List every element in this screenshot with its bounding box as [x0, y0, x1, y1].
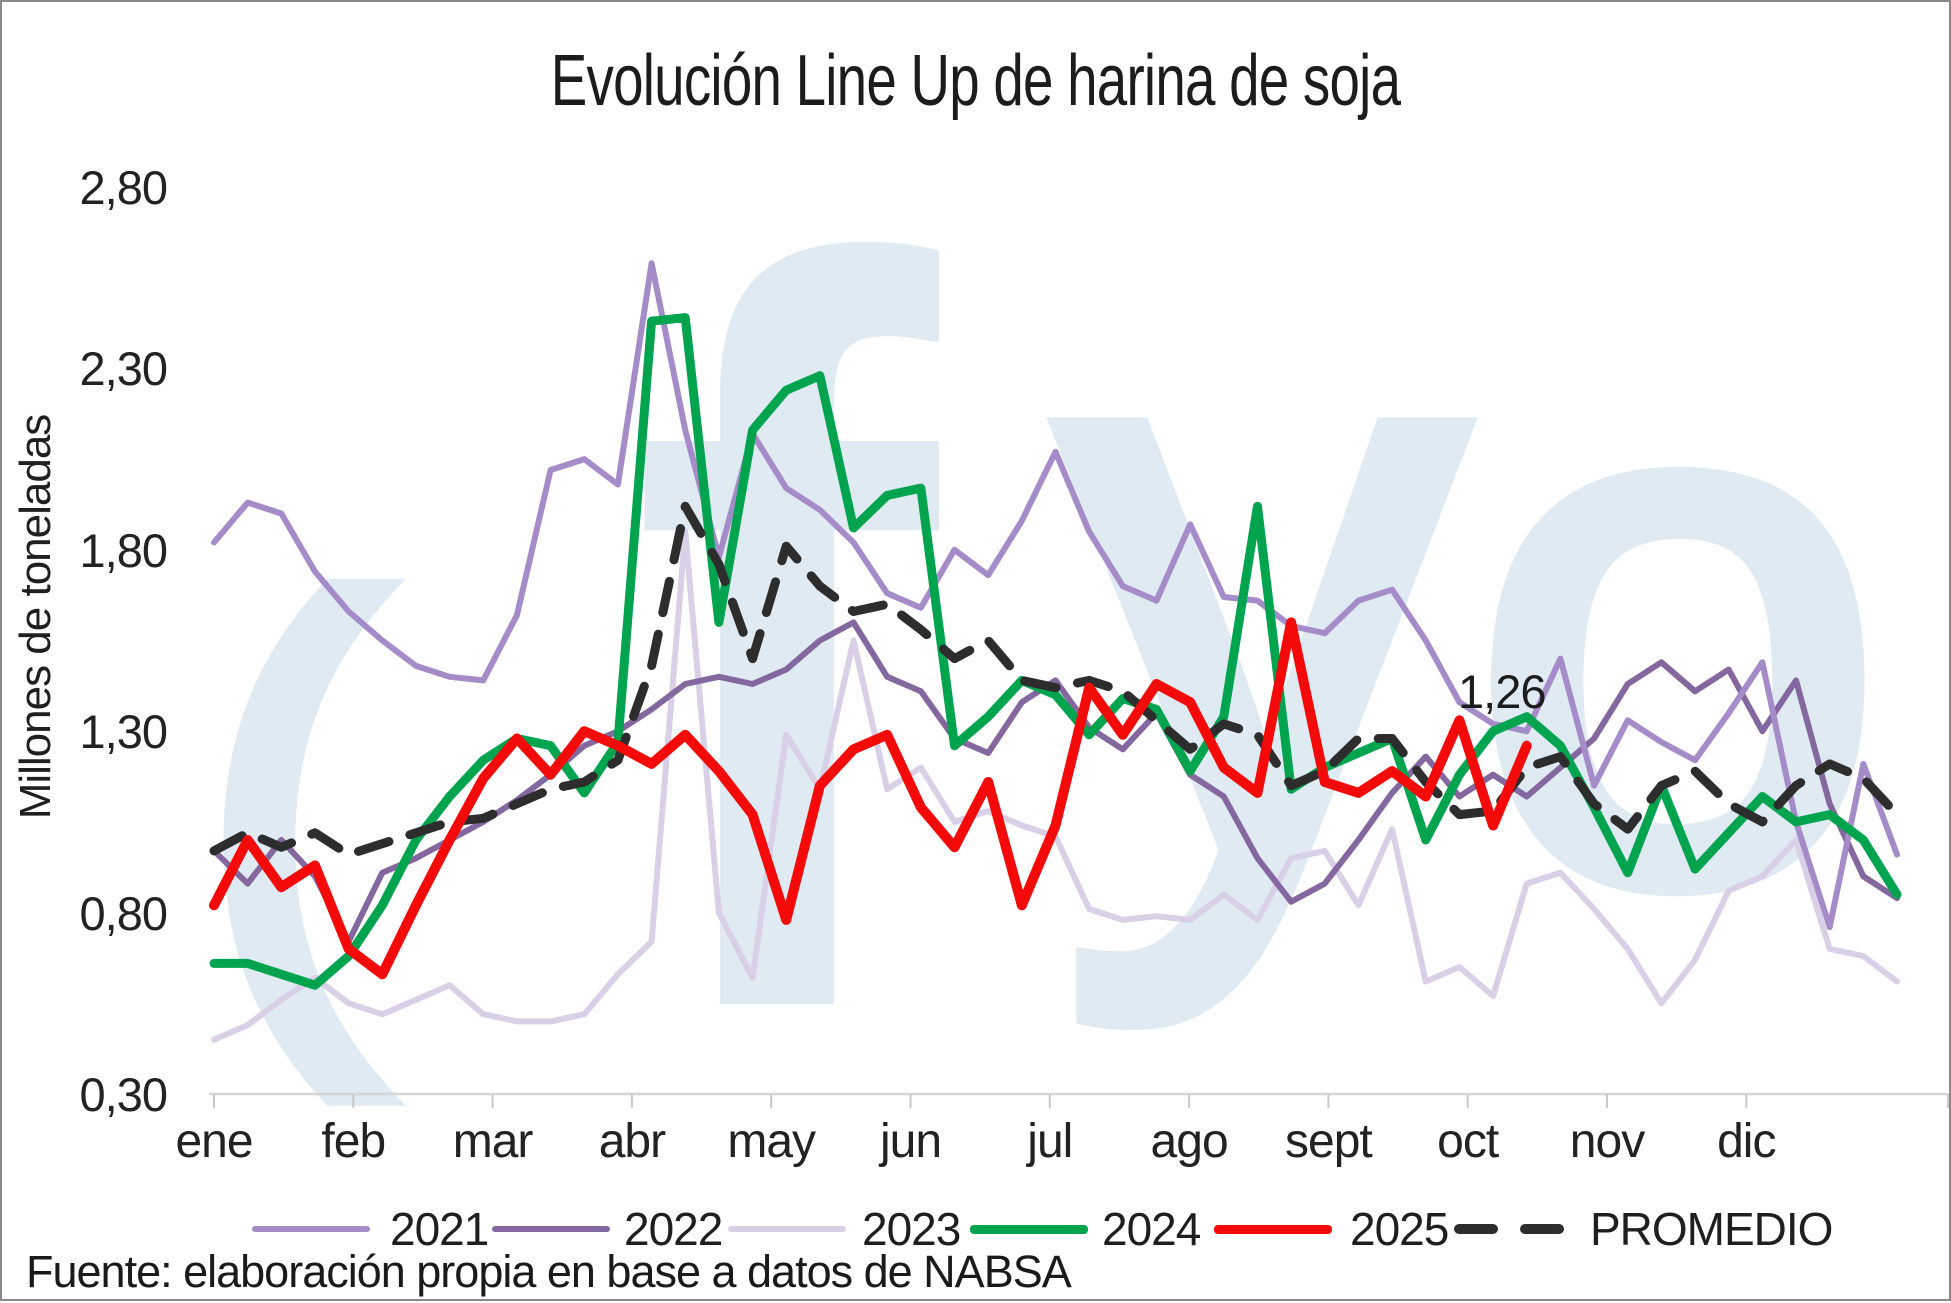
legend-swatch-2021 [252, 1226, 370, 1232]
x-month-label-ago: ago [1150, 1115, 1229, 1168]
x-month-label-nov: nov [1569, 1115, 1645, 1168]
watermark-letter: o [1472, 207, 1884, 1034]
series-line-2025 [209, 617, 1532, 980]
y-tick-label: 0,80 [79, 886, 168, 940]
legend-label-2023: 2023 [862, 1203, 961, 1255]
legend-swatch-promedio-dash1 [1454, 1224, 1498, 1234]
y-tick-label: 2,80 [79, 161, 168, 214]
legend-label-promedio: PROMEDIO [1590, 1203, 1833, 1255]
x-month-label-feb: feb [321, 1115, 386, 1168]
x-month-label-ene: ene [175, 1115, 253, 1168]
legend-label-2024: 2024 [1102, 1203, 1201, 1255]
legend-label-2025: 2025 [1350, 1203, 1449, 1255]
x-month-label-jul: jul [1027, 1115, 1073, 1168]
x-month-label-dic: dic [1717, 1115, 1776, 1168]
y-tick-label: 1,30 [79, 705, 168, 759]
x-month-label-may: may [727, 1115, 816, 1168]
x-month-label-oct: oct [1437, 1115, 1499, 1168]
y-tick-label: 0,30 [79, 1068, 168, 1121]
x-month-label-sept: sept [1285, 1115, 1373, 1168]
x-month-label-mar: mar [452, 1115, 534, 1168]
legend-swatch-2023 [728, 1226, 846, 1232]
watermark-letter: f [642, 70, 929, 1209]
fyo-watermark: (f y o [190, 58, 1896, 1221]
x-month-label-abr: abr [598, 1115, 666, 1168]
x-axis [209, 1092, 1949, 1108]
legend-label-2021: 2021 [390, 1203, 489, 1255]
data-series-lines [209, 260, 1902, 1043]
legend: 2021 2022 2023 2024 2025 PROMEDIO [2, 1200, 1951, 1260]
legend-swatch-2024 [970, 1225, 1088, 1234]
legend-swatch-2022 [492, 1226, 610, 1232]
y-tick-label: 2,30 [79, 342, 168, 396]
legend-swatch-promedio-dash2 [1520, 1224, 1564, 1234]
chart-title: Evolución Line Up de harina de soja [550, 41, 1401, 121]
last-value-annotation: 1,26 [1458, 665, 1545, 718]
x-month-label-jun: jun [879, 1115, 942, 1168]
series-line-2024 [209, 313, 1902, 990]
series-line-2021 [211, 260, 1900, 931]
source-note: Fuente: elaboración propia en base a dat… [26, 1246, 1072, 1297]
legend-swatch-2025 [1214, 1225, 1332, 1234]
legend-label-2022: 2022 [624, 1203, 723, 1255]
y-tick-label: 1,80 [79, 523, 168, 577]
series-line-promedio [209, 501, 1902, 860]
watermark-letter: ( [202, 494, 382, 1100]
